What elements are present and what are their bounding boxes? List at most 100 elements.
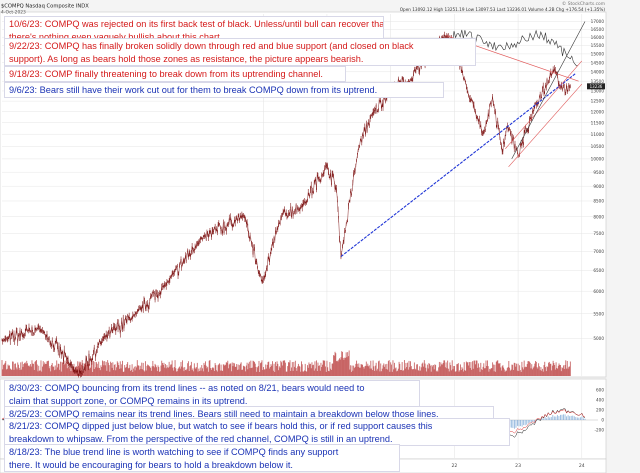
volume-bar: [513, 362, 515, 376]
volume-bar: [44, 362, 46, 376]
y-tick-label: 17000: [591, 19, 605, 24]
volume-bar: [394, 368, 396, 376]
volume-bar: [212, 367, 214, 376]
volume-bar: [21, 361, 23, 376]
volume-bar: [393, 369, 395, 376]
volume-bar: [291, 367, 292, 376]
volume-bar: [517, 363, 519, 376]
volume-bar: [526, 364, 528, 376]
volume-bar: [506, 370, 507, 376]
volume-bar: [116, 361, 118, 376]
volume-bar: [116, 367, 117, 376]
volume-bar: [241, 369, 243, 376]
volume-bar: [426, 371, 428, 376]
volume-bar: [297, 363, 299, 376]
volume-bar: [441, 364, 443, 376]
volume-bar: [50, 371, 52, 376]
volume-bar: [136, 367, 137, 376]
volume-bar: [6, 368, 8, 376]
volume-bar: [51, 364, 52, 376]
volume-bar: [414, 368, 416, 376]
volume-bar: [129, 364, 131, 376]
volume-bar: [293, 361, 295, 376]
volume-bar: [422, 362, 424, 376]
volume-bar: [533, 366, 535, 376]
volume-bar: [156, 367, 157, 376]
volume-bar: [294, 366, 296, 376]
volume-bar: [282, 360, 284, 376]
volume-bar: [515, 366, 517, 376]
volume-bar: [97, 367, 99, 376]
volume-bar: [529, 362, 531, 376]
volume-bar: [381, 371, 382, 376]
volume-bar: [484, 368, 485, 376]
volume-bar: [138, 365, 140, 376]
volume-bar: [166, 365, 168, 376]
volume-bar: [111, 367, 113, 376]
volume-bar: [520, 371, 522, 376]
volume-bar: [364, 366, 366, 376]
volume-bar: [53, 366, 55, 376]
volume-bar: [245, 371, 247, 376]
volume-bar: [278, 366, 280, 376]
volume-bar: [29, 366, 31, 376]
volume-bar: [511, 364, 513, 376]
volume-bar: [264, 369, 266, 376]
volume-bar: [370, 360, 372, 376]
volume-bar: [119, 368, 120, 376]
volume-bar: [182, 360, 183, 376]
volume-bar: [472, 368, 474, 376]
volume-bar: [500, 370, 502, 376]
volume-bar: [156, 371, 158, 376]
volume-bar: [59, 369, 61, 376]
volume-bar: [419, 366, 421, 376]
volume-bar: [26, 360, 28, 376]
volume-bar: [115, 370, 117, 376]
volume-bar: [285, 371, 287, 376]
volume-bar: [199, 371, 200, 376]
volume-bar: [236, 369, 238, 376]
volume-bar: [284, 360, 286, 376]
volume-bar: [323, 360, 325, 376]
volume-bar: [69, 368, 70, 376]
volume-bar: [34, 361, 36, 376]
volume-bar: [327, 370, 329, 376]
volume-bar: [561, 367, 563, 376]
volume-bar: [523, 360, 525, 376]
volume-bar: [302, 371, 304, 376]
volume-bar: [425, 367, 427, 376]
volume-bar: [24, 363, 25, 376]
last-price-tag: [587, 83, 605, 90]
volume-bar: [504, 371, 506, 376]
volume-bar: [71, 366, 73, 376]
volume-bar: [171, 360, 173, 376]
volume-bar: [39, 370, 40, 376]
volume-bar: [373, 366, 375, 376]
volume-bar: [350, 371, 352, 376]
volume-bar: [421, 363, 423, 376]
volume-bar: [502, 365, 504, 376]
volume-bar: [105, 361, 107, 376]
volume-bar: [112, 362, 114, 376]
volume-bar: [340, 357, 342, 376]
volume-bar: [355, 363, 357, 376]
volume-bar: [108, 365, 110, 376]
annotation-9-6-23: 9/6/23: Bears still have their work cut …: [4, 82, 444, 98]
volume-bar: [326, 360, 328, 376]
volume-bar: [186, 368, 188, 376]
volume-bar: [88, 363, 90, 376]
annotation-8-21-23: 8/21/23: COMPQ dipped just below blue, b…: [4, 418, 510, 446]
volume-bar: [473, 360, 475, 376]
volume-bar: [205, 361, 206, 376]
volume-bar: [471, 369, 473, 376]
volume-bar: [279, 367, 281, 376]
volume-bar: [316, 371, 318, 376]
volume-bar: [9, 365, 10, 376]
volume-bar: [465, 370, 467, 376]
y-tick-label: 11000: [591, 132, 605, 137]
volume-bar: [213, 371, 215, 376]
volume-bar: [102, 361, 104, 376]
volume-bar: [77, 361, 79, 376]
volume-bar: [184, 369, 186, 376]
volume-bar: [491, 368, 493, 376]
